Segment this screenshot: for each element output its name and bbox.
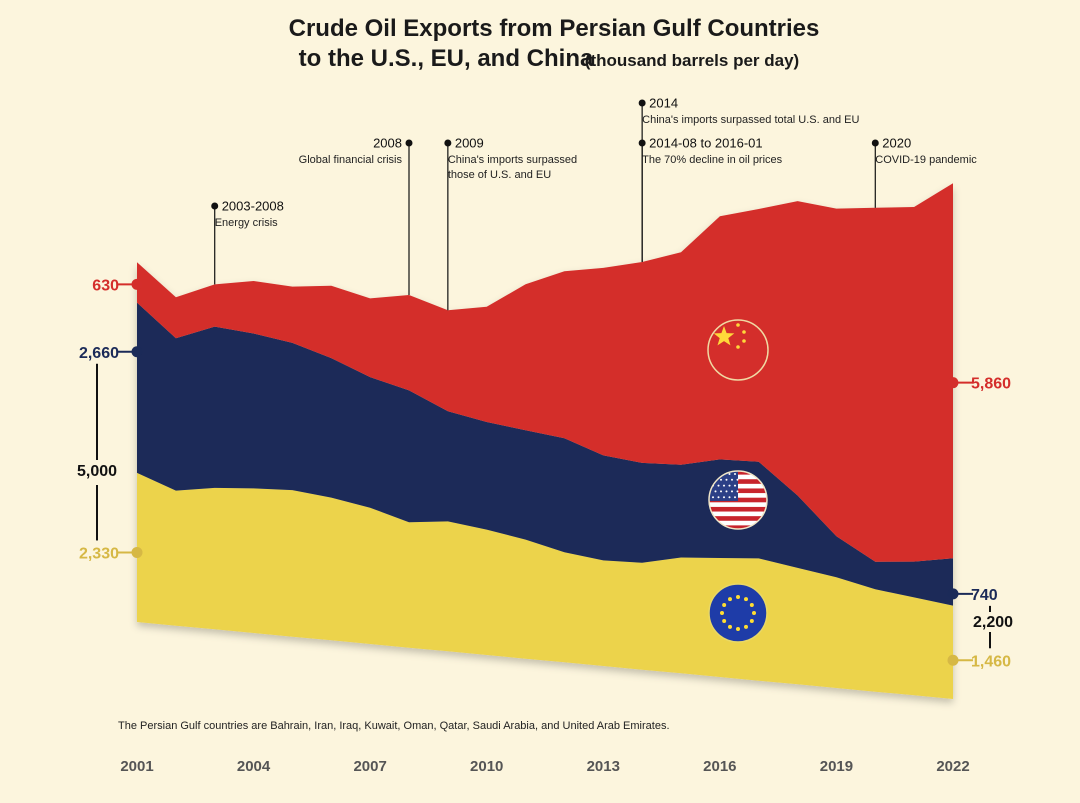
svg-text:2,660: 2,660 [79,345,119,362]
annotation-text: China's imports surpassed total U.S. and… [642,114,859,126]
annotation-2003-0: 2003-2008 Energy crisis [211,199,284,285]
annotation-title: 2008 [373,136,402,151]
annotation-title: 2014-08 to 2016-01 [649,136,762,151]
start-total-label: 5,000 [77,363,117,541]
side-labels: 630 2,660 2,330 5,000 5,860 740 1,460 2,200 [77,277,1013,670]
chart-title-unit: (thousand barrels per day) [585,51,799,70]
annotation-title: 2009 [455,136,484,151]
chart-title-line2: to the U.S., EU, and China [299,45,594,72]
end-label-china: 5,860 [947,376,1011,393]
annotation-text: Energy crisis [215,217,278,229]
annotation-2014-4: 2014-08 to 2016-01 The 70% decline in oil… [638,136,783,262]
annotation-2008-1: 2008 Global financial crisis [299,136,413,296]
start-label-eu: 2,330 [79,545,143,562]
annotation-text: The 70% decline in oil prices [642,154,783,166]
eu-area [137,472,953,699]
annotation-text: COVID-19 pandemic [875,154,977,166]
x-tick-label: 2022 [936,758,969,775]
end-label-eu: 1,460 [947,653,1011,670]
china-flag-icon [707,319,769,381]
annotation-title: 2020 [882,136,911,151]
x-tick-label: 2019 [820,758,853,775]
annotation-text: Global financial crisis [299,154,403,166]
annotation-2020-5: 2020 COVID-19 pandemic [871,136,977,208]
start-label-china: 630 [92,277,143,294]
us-area [137,302,953,606]
x-tick-label: 2004 [237,758,271,775]
annotation-text: China's imports surpassed [448,154,577,166]
svg-text:2,200: 2,200 [973,614,1013,631]
end-label-us: 740 [947,587,998,604]
footnote: The Persian Gulf countries are Bahrain, … [118,720,670,732]
annotation-title: 2014 [649,96,678,111]
annotation-text: those of U.S. and EU [448,169,551,181]
x-tick-label: 2016 [703,758,736,775]
annotation-title: 2003-2008 [222,199,284,214]
svg-text:5,860: 5,860 [971,376,1011,393]
us-flag-icon [708,470,768,530]
svg-text:1,460: 1,460 [971,653,1011,670]
x-tick-label: 2007 [353,758,386,775]
start-label-us: 2,660 [79,345,143,362]
x-axis: 2001 2004 2007 2010 2013 2016 2019 2022 [120,758,969,775]
svg-text:630: 630 [92,277,119,294]
end-total-label: 2,200 [973,605,1013,649]
svg-text:5,000: 5,000 [77,463,117,480]
x-tick-label: 2013 [587,758,620,775]
x-tick-label: 2001 [120,758,153,775]
annotation-2009-2: 2009 China's imports surpassed those of U.… [444,136,577,311]
eu-flag-icon [708,583,768,643]
chart-title: Crude Oil Exports from Persian Gulf Coun… [289,15,820,42]
x-tick-label: 2010 [470,758,503,775]
svg-text:740: 740 [971,587,998,604]
annotations: 2003-2008 Energy crisis 2008 Global financi… [211,96,977,311]
stream-layers [137,183,953,699]
china-area [137,183,953,562]
svg-text:2,330: 2,330 [79,545,119,562]
